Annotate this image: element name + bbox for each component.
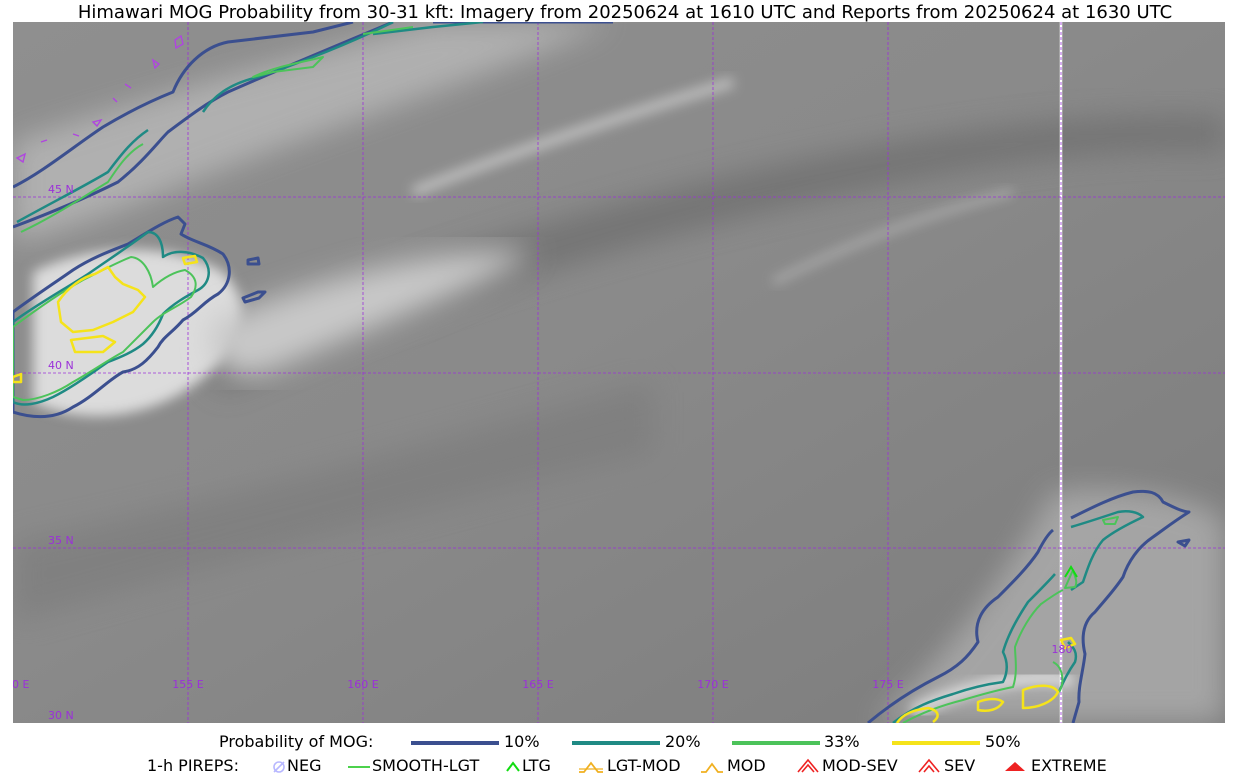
level-label-33: 33% bbox=[824, 732, 860, 751]
mod-sev-icon bbox=[797, 758, 819, 773]
pirep-label-neg: NEG bbox=[287, 756, 322, 775]
graticule bbox=[13, 22, 1225, 723]
contour-50-se-region bbox=[895, 636, 1077, 723]
pireps-legend: 1-h PIREPS: NEG SMOOTH-LGT LTG LGT-MOD M… bbox=[0, 756, 1250, 778]
map-title: Himawari MOG Probability from 30-31 kft:… bbox=[77, 2, 1173, 23]
smooth-lgt-icon bbox=[348, 766, 370, 768]
lat-label-40: 40 N bbox=[48, 359, 74, 372]
pirep-label-mod-sev: MOD-SEV bbox=[822, 756, 898, 775]
mog-contours bbox=[13, 22, 1191, 723]
lon-label-170: 170 E bbox=[697, 678, 728, 691]
pirep-label-ltg: LTG bbox=[522, 756, 551, 775]
satellite-imagery bbox=[13, 22, 1225, 723]
level-label-20: 20% bbox=[665, 732, 701, 751]
pirep-label-lgt-mod: LGT-MOD bbox=[607, 756, 681, 775]
lon-label-150: 150 E bbox=[13, 678, 29, 691]
contour-10-se-region bbox=[867, 489, 1191, 723]
sev-icon bbox=[918, 758, 940, 773]
level-label-50: 50% bbox=[985, 732, 1021, 751]
level-label-10: 10% bbox=[504, 732, 540, 751]
ltg-pirep-marker bbox=[1064, 565, 1078, 578]
extreme-icon bbox=[1005, 762, 1025, 771]
lon-label-165: 165 E bbox=[522, 678, 553, 691]
probability-legend: Probability of MOG: 10% 20% 33% 50% bbox=[0, 732, 1250, 754]
pirep-label-extreme: EXTREME bbox=[1031, 756, 1107, 775]
contour-33-se-region bbox=[902, 516, 1119, 723]
swatch-10 bbox=[411, 741, 499, 745]
lon-label-155: 155 E bbox=[172, 678, 203, 691]
coastlines bbox=[15, 34, 184, 164]
pirep-label-sev: SEV bbox=[944, 756, 976, 775]
ltg-icon bbox=[506, 761, 520, 772]
contour-10-west-blob bbox=[13, 215, 267, 418]
mod-icon bbox=[701, 762, 723, 773]
geo-labels: 150 E 155 E 160 E 165 E 170 E 175 E 180 … bbox=[13, 183, 1073, 722]
lon-label-160: 160 E bbox=[347, 678, 378, 691]
lon-label-175: 175 E bbox=[872, 678, 903, 691]
neg-icon bbox=[273, 761, 285, 773]
lon-label-180: 180 bbox=[1052, 643, 1073, 656]
pirep-label-mod: MOD bbox=[727, 756, 766, 775]
probability-legend-title: Probability of MOG: bbox=[219, 732, 374, 751]
pirep-markers bbox=[1064, 565, 1078, 578]
contour-33-nw-band bbox=[20, 26, 414, 233]
lat-label-45: 45 N bbox=[48, 183, 74, 196]
lat-label-35: 35 N bbox=[48, 534, 74, 547]
pireps-legend-title: 1-h PIREPS: bbox=[147, 756, 239, 775]
swatch-20 bbox=[572, 741, 660, 745]
contour-50-west-blob bbox=[13, 254, 199, 384]
satellite-map[interactable]: 150 E 155 E 160 E 165 E 170 E 175 E 180 … bbox=[13, 22, 1225, 723]
lat-label-30: 30 N bbox=[48, 709, 74, 722]
contour-20-west-blob bbox=[13, 230, 210, 406]
pirep-label-smooth-lgt: SMOOTH-LGT bbox=[372, 756, 480, 775]
swatch-50 bbox=[892, 741, 980, 745]
swatch-33 bbox=[732, 741, 820, 745]
lgt-mod-icon bbox=[579, 761, 603, 773]
